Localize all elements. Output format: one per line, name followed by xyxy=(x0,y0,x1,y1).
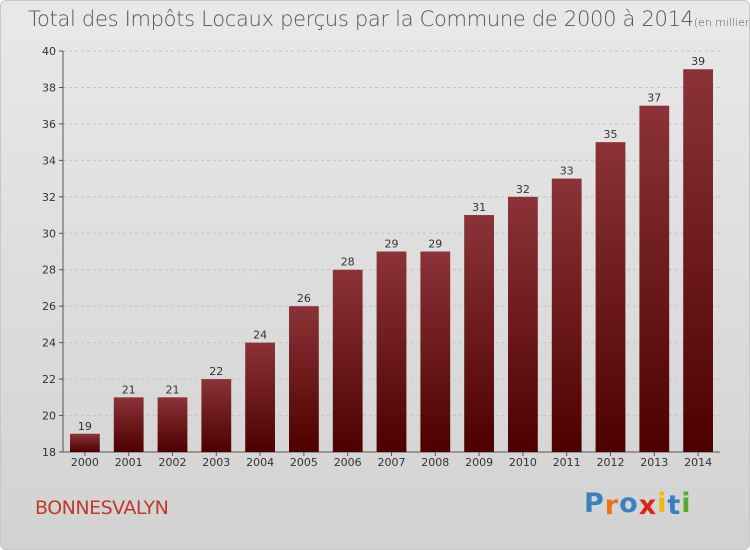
data-label: 29 xyxy=(385,238,399,251)
y-tick-label: 40 xyxy=(42,45,56,58)
x-tick-label: 2003 xyxy=(202,456,230,469)
y-tick-label: 28 xyxy=(42,264,56,277)
x-tick-label: 2001 xyxy=(115,456,143,469)
bar-2008 xyxy=(420,251,451,452)
chart-title-text: Total des Impôts Locaux perçus par la Co… xyxy=(28,7,694,31)
data-label: 21 xyxy=(122,383,136,396)
y-tick-label: 30 xyxy=(42,227,56,240)
y-tick-labels: 18 20 22 24 26 28 30 32 34 36 38 40 xyxy=(42,45,56,459)
x-tick-label: 2002 xyxy=(159,456,187,469)
data-label: 24 xyxy=(253,329,267,342)
data-labels: 19 21 21 22 24 26 28 29 29 31 32 33 35 37 39 xyxy=(78,55,705,433)
data-label: 29 xyxy=(428,238,442,251)
x-tick-labels: 2000 2001 2002 2003 2004 2005 2006 2007 2008 2009… xyxy=(71,456,712,469)
bar-2007 xyxy=(376,251,407,452)
logo-letter: P xyxy=(584,488,605,519)
bar-2003 xyxy=(201,379,232,452)
data-label: 37 xyxy=(647,92,661,105)
y-tick-label: 22 xyxy=(42,373,56,386)
x-tick-label: 2010 xyxy=(509,456,537,469)
logo-letter: i xyxy=(681,488,692,519)
bar-2006 xyxy=(332,269,363,452)
y-tick-label: 24 xyxy=(42,337,56,350)
x-tick-label: 2011 xyxy=(553,456,581,469)
x-tick-label: 2000 xyxy=(71,456,99,469)
data-label: 28 xyxy=(341,256,355,269)
y-tick-label: 38 xyxy=(42,81,56,94)
y-tick-label: 26 xyxy=(42,300,56,313)
logo-letter: x xyxy=(638,490,658,521)
bar-2013 xyxy=(639,105,670,452)
bar-2002 xyxy=(157,397,188,452)
x-tick-label: 2006 xyxy=(334,456,362,469)
data-label: 39 xyxy=(691,55,705,68)
data-label: 33 xyxy=(560,165,574,178)
bar-2000 xyxy=(70,433,100,452)
data-label: 26 xyxy=(297,292,311,305)
logo-letter: o xyxy=(619,488,639,519)
bar-2012 xyxy=(595,142,626,453)
y-tick-label: 34 xyxy=(42,154,56,167)
x-tick-label: 2012 xyxy=(597,456,625,469)
bar-2001 xyxy=(113,397,144,452)
y-tick-label: 20 xyxy=(42,410,56,423)
bar-2014 xyxy=(683,69,713,453)
x-tick-label: 2007 xyxy=(378,456,406,469)
logo-letter: r xyxy=(604,490,620,521)
chart-title-unit: (en milliers d'€) xyxy=(693,16,750,29)
data-label: 22 xyxy=(209,365,223,378)
bars xyxy=(70,69,713,453)
logo-letter: t xyxy=(667,490,682,521)
bar-2009 xyxy=(464,215,494,452)
y-tick-label: 36 xyxy=(42,118,56,131)
data-label: 19 xyxy=(78,420,92,433)
logo-letter: i xyxy=(657,488,668,519)
commune-name: BONNESVALYN xyxy=(35,497,169,519)
bar-2005 xyxy=(289,306,319,452)
x-tick-label: 2005 xyxy=(290,456,318,469)
proxiti-logo[interactable]: Proxiti xyxy=(584,488,692,521)
bar-2004 xyxy=(245,342,275,452)
x-tick-label: 2013 xyxy=(640,456,668,469)
data-label: 35 xyxy=(604,128,618,141)
data-label: 21 xyxy=(166,383,180,396)
x-tick-label: 2014 xyxy=(684,456,712,469)
data-label: 31 xyxy=(472,201,486,214)
y-tick-label: 18 xyxy=(42,446,56,459)
x-tick-label: 2004 xyxy=(246,456,274,469)
chart-title: Total des Impôts Locaux perçus par la Co… xyxy=(28,7,750,31)
bar-2011 xyxy=(551,178,582,452)
x-tick-label: 2009 xyxy=(465,456,493,469)
x-tick-label: 2008 xyxy=(421,456,449,469)
data-label: 32 xyxy=(516,183,530,196)
y-tick-label: 32 xyxy=(42,191,56,204)
bar-2010 xyxy=(508,196,538,452)
